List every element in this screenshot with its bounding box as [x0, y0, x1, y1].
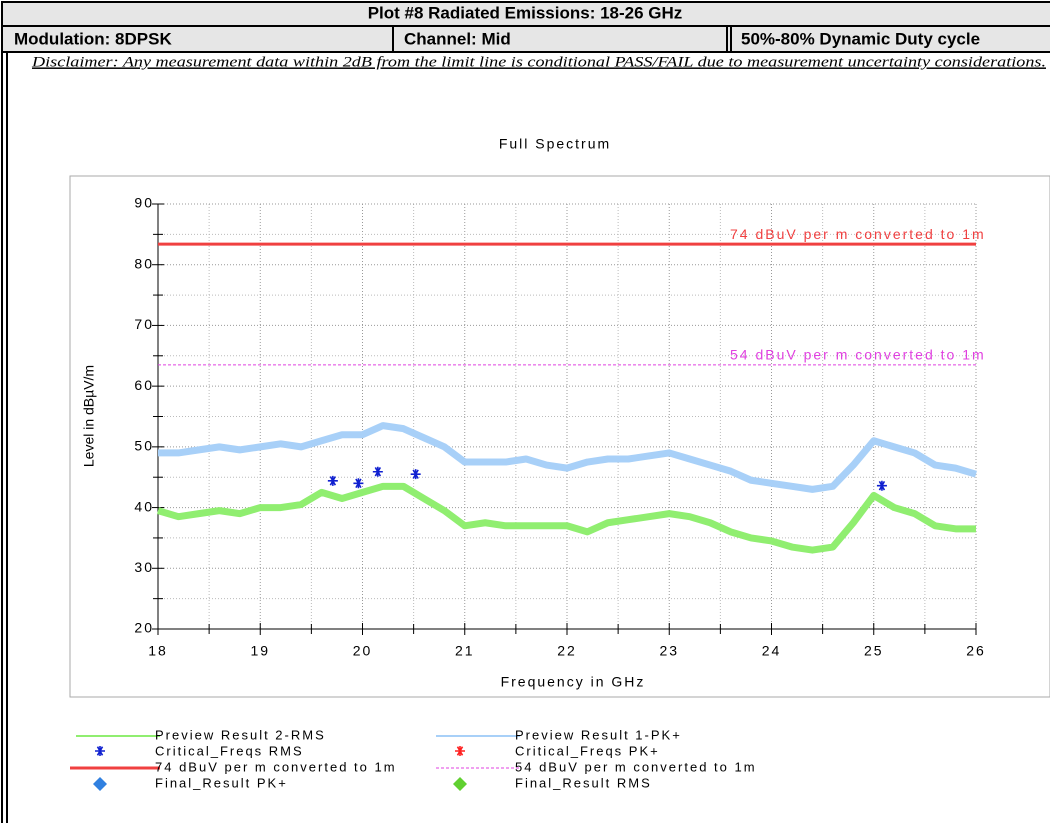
legend: Preview Result 2-RMS Preview Result 1-PK+…: [70, 727, 757, 791]
diamond-marker: [93, 777, 107, 791]
x-tick-label: 25: [864, 643, 884, 659]
legend-label: Final_Result RMS: [515, 775, 652, 790]
x-tick-label: 21: [455, 643, 475, 659]
x-tick-label: 26: [966, 643, 986, 659]
legend-item: Final_Result PK+: [93, 775, 288, 791]
star-marker: [410, 469, 421, 480]
legend-label: Preview Result 2-RMS: [155, 727, 326, 742]
legend-item: Critical_Freqs RMS: [95, 743, 304, 758]
info-row: [1, 25, 1050, 53]
x-tick-label: 20: [353, 643, 373, 659]
limit-label: 54 dBuV per m converted to 1m: [730, 347, 986, 363]
chart-frame: [69, 175, 1050, 698]
legend-item: Preview Result 2-RMS: [76, 727, 326, 742]
diamond-marker: [453, 777, 467, 791]
trace-line: [157, 482, 976, 554]
y-tick-label: 50: [134, 438, 154, 454]
legend-item: Critical_Freqs PK+: [455, 743, 660, 758]
x-axis-label: Frequency in GHz: [501, 674, 646, 690]
star-marker: [95, 746, 105, 756]
x-tick-label: 23: [659, 643, 679, 659]
y-tick-label: 30: [134, 559, 154, 575]
star-marker: [372, 466, 383, 477]
x-tick-label: 18: [148, 643, 168, 659]
legend-label: 74 dBuV per m converted to 1m: [155, 759, 397, 774]
legend-label: Preview Result 1-PK+: [515, 727, 682, 742]
trace-line: [158, 422, 977, 493]
y-tick-label: 80: [134, 255, 154, 271]
disclaimer: Disclaimer: Any measurement data within …: [31, 54, 1046, 70]
y-tick-label: 90: [134, 195, 154, 211]
channel: Channel: Mid: [404, 29, 511, 48]
legend-label: 54 dBuV per m converted to 1m: [515, 759, 757, 774]
title-row: [1, 1, 1050, 27]
legend-item: 54 dBuV per m converted to 1m: [436, 759, 757, 774]
star-marker: [327, 475, 338, 486]
legend-label: Final_Result PK+: [155, 775, 288, 790]
report-title: Plot #8 Radiated Emissions: 18-26 GHz: [368, 3, 683, 22]
y-tick-label: 60: [134, 377, 154, 393]
chart-title: Full Spectrum: [499, 136, 611, 152]
star-marker: [455, 746, 465, 756]
x-tick-label: 24: [762, 643, 782, 659]
y-tick-label: 40: [134, 498, 154, 514]
x-tick-label: 22: [557, 643, 577, 659]
star-marker: [876, 480, 887, 491]
legend-item: Final_Result RMS: [453, 775, 652, 791]
plot: 18 19 20 21 22 23 24 25 26 20 30 40 50 60 70 80 90 74 dBu…: [134, 195, 986, 659]
modulation: Modulation: 8DPSK: [14, 29, 172, 48]
y-tick-label: 20: [134, 620, 154, 636]
legend-item: Preview Result 1-PK+: [436, 727, 682, 742]
legend-label: Critical_Freqs RMS: [155, 743, 304, 758]
x-tick-label: 19: [250, 643, 270, 659]
y-tick-label: 70: [134, 316, 154, 332]
legend-label: Critical_Freqs PK+: [515, 743, 660, 758]
star-marker: [353, 478, 364, 489]
legend-item: 74 dBuV per m converted to 1m: [70, 759, 397, 774]
duty-cycle: 50%-80% Dynamic Duty cycle: [741, 29, 980, 48]
y-axis-label: Level in dBµV/m: [81, 365, 97, 467]
limit-label: 74 dBuV per m converted to 1m: [730, 226, 986, 242]
